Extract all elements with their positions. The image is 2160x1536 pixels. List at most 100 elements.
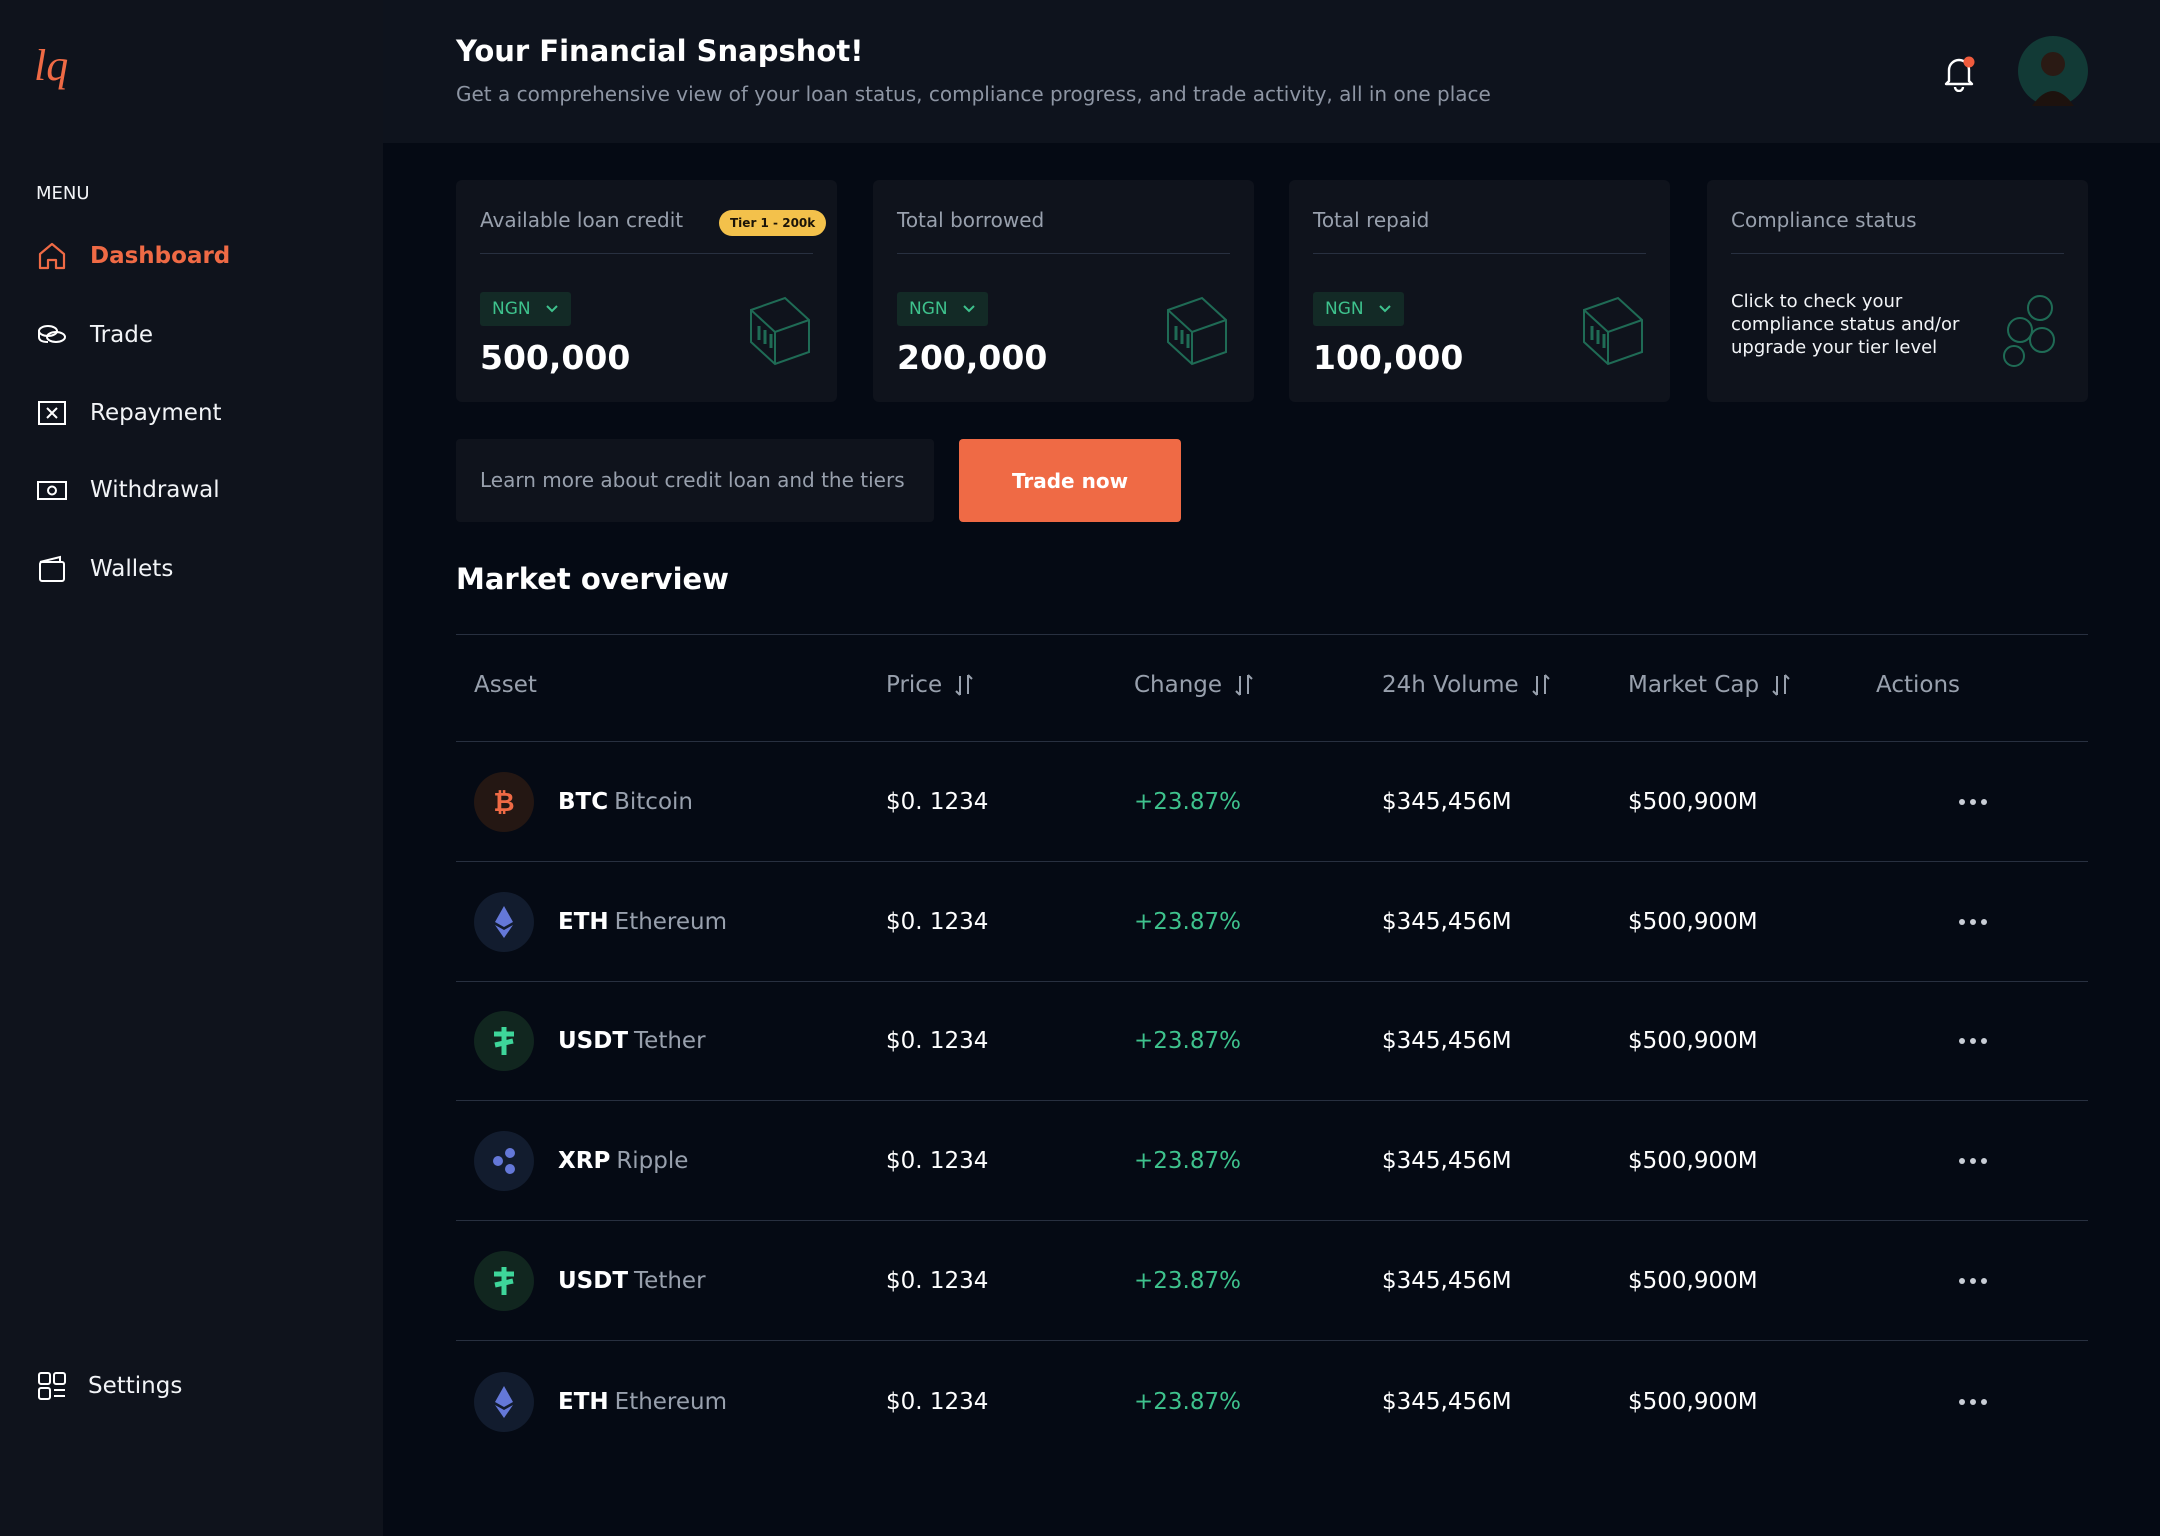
logo[interactable]: lq (34, 41, 69, 90)
column-header: Market Cap (1628, 672, 1791, 698)
column-header: Actions (1876, 672, 1960, 698)
column-header-text: 24h Volume (1382, 672, 1519, 698)
nav-item[interactable]: Repayment (36, 388, 222, 438)
column-header: Price (886, 672, 974, 698)
market-title: Market overview (456, 562, 729, 596)
card-label: Compliance status (1731, 208, 1917, 232)
asset-cell: BTC Bitcoin (558, 789, 693, 815)
nav-item[interactable]: Trade (36, 310, 153, 360)
price-cell: $0. 1234 (886, 789, 989, 815)
trade-now-button[interactable]: Trade now (959, 439, 1181, 522)
asset-cell: USDT Tether (558, 1268, 706, 1294)
volume-cell: $345,456M (1382, 1148, 1512, 1174)
market-cap-cell: $500,900M (1628, 1268, 1758, 1294)
asset-icon (474, 892, 534, 952)
change-cell: +23.87% (1134, 1268, 1241, 1294)
asset-name: Ripple (616, 1148, 689, 1174)
currency-select[interactable]: NGN (480, 292, 571, 326)
settings-icon-svg (38, 1372, 66, 1400)
change-cell: +23.87% (1134, 1148, 1241, 1174)
summary-card[interactable]: Compliance status Click to check your com… (1707, 180, 2088, 402)
sort-toggle (954, 673, 974, 697)
nav-icon (36, 240, 68, 272)
asset-icon-svg (474, 1251, 534, 1311)
menu-label: MENU (36, 183, 90, 204)
nav-label: Settings (88, 1373, 183, 1399)
row-actions-svg (1959, 919, 1987, 925)
currency-code: NGN (492, 299, 531, 319)
card-label: Available loan credit (480, 208, 684, 232)
asset-icon-svg (474, 892, 534, 952)
row-actions[interactable] (1958, 1397, 1988, 1407)
nav-icon-svg (39, 555, 65, 582)
row-actions[interactable] (1958, 1276, 1988, 1286)
asset-icon-svg: ₿ (474, 772, 534, 832)
asset-symbol: USDT (558, 1268, 629, 1294)
asset-name: Tether (634, 1268, 706, 1294)
row-actions[interactable] (1958, 797, 1988, 807)
nav-icon-svg (38, 401, 66, 425)
summary-card[interactable]: Total borrowed NGN 200,000 (873, 180, 1254, 402)
asset-name: Bitcoin (614, 789, 693, 815)
card-value: 100,000 (1313, 338, 1464, 377)
nav-item[interactable]: Dashboard (36, 231, 230, 281)
asset-icon (474, 1372, 534, 1432)
nav-item[interactable]: Withdrawal (36, 465, 220, 515)
row-actions[interactable] (1958, 917, 1988, 927)
change-cell: +23.87% (1134, 909, 1241, 935)
asset-icon-svg (474, 1011, 534, 1071)
column-header-text: Change (1134, 672, 1223, 698)
table-rule (456, 1100, 2088, 1101)
change-cell: +23.87% (1134, 1389, 1241, 1415)
nav-icon (36, 319, 68, 351)
nav-icon (36, 397, 68, 429)
currency-select[interactable]: NGN (1313, 292, 1404, 326)
asset-cell: USDT Tether (558, 1028, 706, 1054)
nav-label: Dashboard (90, 243, 231, 269)
asset-cell: XRP Ripple (558, 1148, 688, 1174)
card-value: 500,000 (480, 338, 631, 377)
price-cell: $0. 1234 (886, 1148, 989, 1174)
change-cell: +23.87% (1134, 789, 1241, 815)
svg-text:₿: ₿ (493, 788, 514, 818)
learn-more-box[interactable]: Learn more about credit loan and the tie… (456, 439, 934, 522)
column-header-text: Asset (474, 672, 537, 698)
row-actions[interactable] (1958, 1156, 1988, 1166)
asset-icon (474, 1011, 534, 1071)
nav-icon (36, 553, 68, 585)
page-subtitle: Get a comprehensive view of your loan st… (456, 82, 1491, 106)
currency-select[interactable]: NGN (897, 292, 988, 326)
card-divider (480, 253, 813, 254)
card-divider (1731, 253, 2064, 254)
row-actions-svg (1959, 1399, 1987, 1405)
card-divider (1313, 253, 1646, 254)
nav-item[interactable]: Wallets (36, 544, 173, 594)
volume-cell: $345,456M (1382, 1389, 1512, 1415)
avatar[interactable] (2018, 36, 2088, 106)
summary-card[interactable]: Total repaid NGN 100,000 (1289, 180, 1670, 402)
sort-toggle-svg (1531, 674, 1550, 696)
asset-symbol: BTC (558, 789, 609, 815)
notification-bell[interactable] (1941, 54, 1977, 92)
price-cell: $0. 1234 (886, 1268, 989, 1294)
currency-code: NGN (1325, 299, 1364, 319)
row-actions[interactable] (1958, 1036, 1988, 1046)
chevron (1378, 304, 1392, 314)
tier-badge: Tier 1 - 200k (719, 210, 827, 236)
card-illustration (1578, 290, 1648, 370)
volume-cell: $345,456M (1382, 789, 1512, 815)
volume-cell: $345,456M (1382, 909, 1512, 935)
nav-item[interactable]: Settings (36, 1361, 182, 1411)
volume-cell: $345,456M (1382, 1268, 1512, 1294)
asset-name: Ethereum (614, 1389, 728, 1415)
card-label: Total borrowed (897, 208, 1045, 232)
table-rule (456, 981, 2088, 982)
summary-card[interactable]: Available loan credit Tier 1 - 200k NGN 500… (456, 180, 837, 402)
card-divider (897, 253, 1230, 254)
settings-icon (36, 1370, 68, 1402)
asset-name: Tether (634, 1028, 706, 1054)
asset-symbol: ETH (558, 1389, 609, 1415)
nav-icon-svg (37, 481, 67, 500)
column-header: Asset (474, 672, 537, 698)
asset-symbol: USDT (558, 1028, 629, 1054)
